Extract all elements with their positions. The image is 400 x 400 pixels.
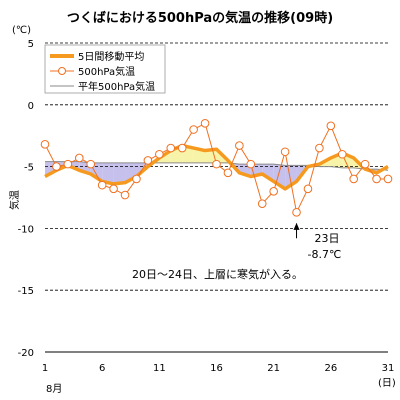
observed-point bbox=[97, 180, 107, 190]
observed-point bbox=[337, 149, 347, 159]
legend: 5日間移動平均 500hPa気温 平年500hPa気温 bbox=[44, 44, 166, 94]
x-tick-label: 11 bbox=[153, 363, 166, 374]
y-tick-label: 5 bbox=[28, 39, 34, 50]
x-unit-label: (日) bbox=[378, 378, 396, 389]
x-ticks: 1 6 11 16 21 26 31 bbox=[42, 363, 395, 374]
chart-title: つくばにおける500hPaの気温の推移(09時) bbox=[67, 10, 333, 26]
observed-point bbox=[200, 119, 210, 128]
observed-point bbox=[166, 143, 176, 153]
observed-point bbox=[292, 208, 301, 217]
fill-cold-area bbox=[262, 164, 274, 182]
y-tick-label: -15 bbox=[18, 286, 34, 297]
y-tick-label: 0 bbox=[28, 101, 34, 112]
y-unit-label: (℃) bbox=[12, 25, 31, 36]
annotations: 23日 -8.7℃ 20日～24日、上層に寒気が入る。 bbox=[132, 222, 342, 281]
legend-marker-observed bbox=[58, 67, 66, 75]
observed-point bbox=[86, 159, 96, 169]
observed-point bbox=[326, 121, 336, 131]
observed-point bbox=[120, 190, 130, 200]
x-tick-label: 16 bbox=[210, 363, 223, 374]
x-tick-label: 26 bbox=[324, 363, 337, 374]
annotation-arrowhead bbox=[293, 222, 300, 230]
observed-point bbox=[349, 174, 359, 184]
x-tick-label: 1 bbox=[42, 363, 48, 374]
observed-point bbox=[40, 140, 50, 149]
observed-point bbox=[235, 141, 244, 150]
observed-point bbox=[360, 159, 370, 169]
observed-point bbox=[303, 184, 313, 194]
fill-cold-area bbox=[113, 162, 126, 184]
observed-point bbox=[63, 159, 73, 169]
x-tick-label: 6 bbox=[99, 363, 105, 374]
y-ticks: 5 0 -5 -10 -15 -20 bbox=[18, 39, 34, 359]
observed-point bbox=[132, 174, 141, 184]
observed-point bbox=[109, 184, 118, 194]
y-tick-label: -5 bbox=[24, 163, 34, 174]
observed-point bbox=[383, 174, 393, 184]
observed-point bbox=[372, 174, 381, 184]
observed-point bbox=[75, 153, 84, 163]
observed-point bbox=[315, 143, 324, 153]
observed-point bbox=[177, 143, 187, 153]
fill-cold-area bbox=[90, 162, 103, 182]
series-layer bbox=[40, 119, 393, 217]
observed-point bbox=[212, 159, 221, 169]
month-label: 8月 bbox=[46, 383, 62, 395]
observed-point bbox=[280, 147, 290, 157]
annotation-note: 20日～24日、上層に寒気が入る。 bbox=[132, 267, 303, 281]
observed-point bbox=[143, 156, 153, 165]
observed-point bbox=[269, 187, 278, 196]
annotation-day-label: 23日 bbox=[315, 232, 340, 245]
x-tick-label: 21 bbox=[267, 363, 280, 374]
y-tick-label: -10 bbox=[18, 224, 34, 235]
observed-point bbox=[52, 162, 61, 171]
fill-warm-area bbox=[193, 148, 206, 163]
fill-cold-area bbox=[102, 162, 114, 184]
x-tick-label: 31 bbox=[382, 363, 395, 374]
y-axis-label: 気温 bbox=[8, 190, 21, 210]
y-tick-label: -20 bbox=[18, 348, 34, 359]
observed-point bbox=[155, 149, 164, 159]
observed-point bbox=[257, 199, 267, 208]
legend-label-observed: 500hPa気温 bbox=[78, 65, 135, 78]
legend-label-moving-avg: 5日間移動平均 bbox=[78, 50, 144, 63]
observed-point bbox=[189, 125, 198, 134]
legend-label-normal: 平年500hPa気温 bbox=[78, 80, 155, 93]
observed-point bbox=[246, 159, 256, 169]
annotation-value-label: -8.7℃ bbox=[308, 248, 342, 261]
observed-point bbox=[223, 168, 233, 178]
